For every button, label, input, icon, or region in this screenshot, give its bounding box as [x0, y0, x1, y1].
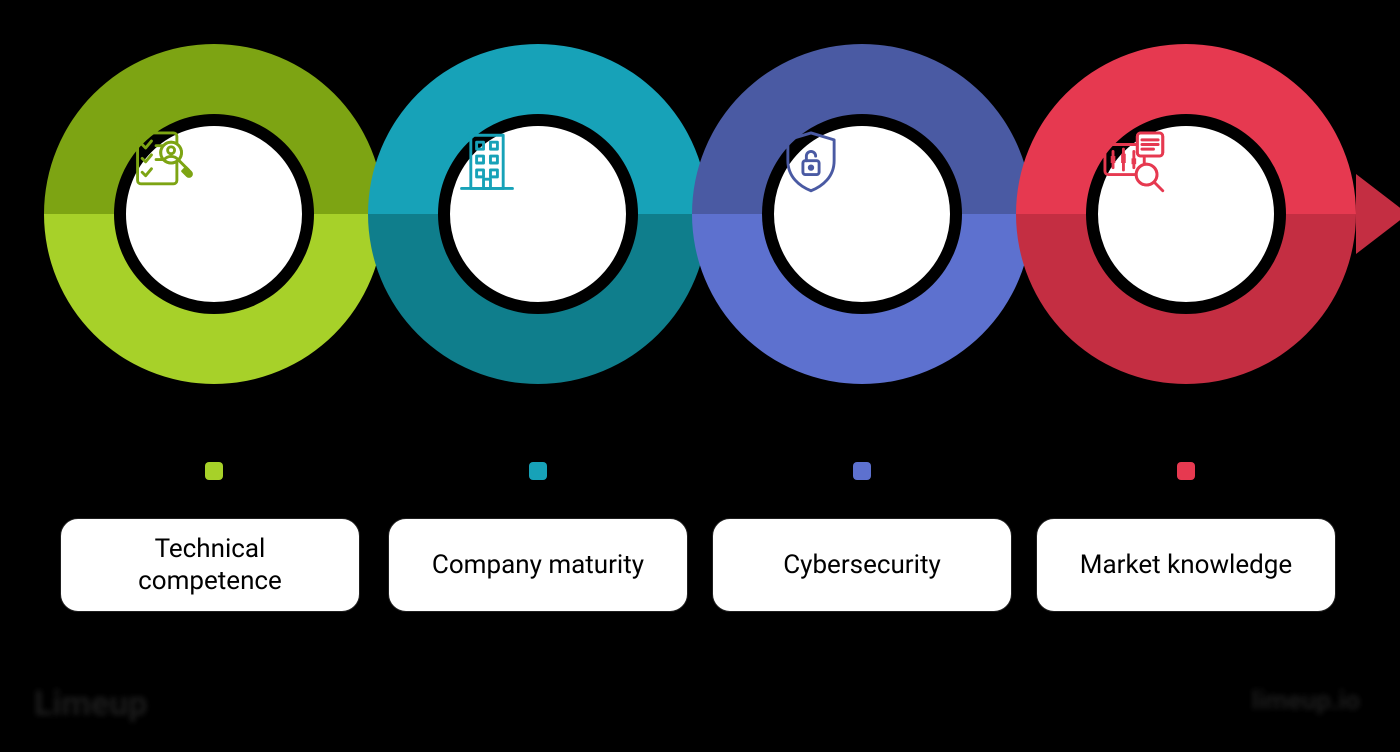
- label-text-technical-competence: Technical competence: [81, 533, 339, 598]
- label-technical-competence: Technical competence: [60, 518, 360, 612]
- ring-technical-competence: [44, 44, 384, 384]
- ring-market-knowledge: [1016, 44, 1356, 384]
- ring-company-maturity: [368, 44, 708, 384]
- ring-inner-cybersecurity: [772, 124, 952, 304]
- legend-dot-cybersecurity: [853, 462, 871, 480]
- label-text-cybersecurity: Cybersecurity: [783, 549, 941, 582]
- label-company-maturity: Company maturity: [388, 518, 688, 612]
- brand-left: Limeup: [34, 684, 147, 724]
- ring-inner-technical-competence: [124, 124, 304, 304]
- label-text-market-knowledge: Market knowledge: [1080, 549, 1292, 582]
- ring-inner-company-maturity: [448, 124, 628, 304]
- label-market-knowledge: Market knowledge: [1036, 518, 1336, 612]
- legend-dot-market-knowledge: [1177, 462, 1195, 480]
- ring-inner-market-knowledge: [1096, 124, 1276, 304]
- brand-right: limeup.io: [1251, 686, 1360, 716]
- legend-dot-technical-competence: [205, 462, 223, 480]
- ring-cybersecurity: [692, 44, 1032, 384]
- infographic-canvas: Technical competence Company maturity: [0, 0, 1400, 752]
- label-cybersecurity: Cybersecurity: [712, 518, 1012, 612]
- label-text-company-maturity: Company maturity: [432, 549, 644, 582]
- legend-dot-company-maturity: [529, 462, 547, 480]
